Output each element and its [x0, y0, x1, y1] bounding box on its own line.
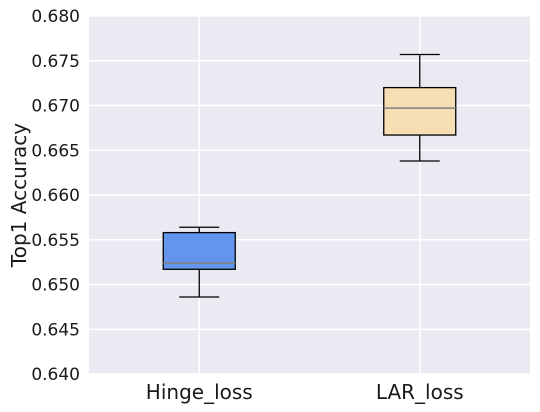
y-tick-label: 0.660 — [31, 186, 80, 206]
y-tick-label: 0.680 — [31, 7, 80, 27]
y-tick-label: 0.675 — [31, 52, 80, 72]
iqr-box — [162, 231, 236, 270]
box-series — [162, 53, 457, 298]
iqr-box — [383, 86, 457, 136]
y-tick-label: 0.655 — [31, 231, 80, 251]
x-axis-category-labels: Hinge_loss LAR_loss — [146, 380, 464, 404]
x-category-label: LAR_loss — [376, 380, 464, 404]
y-tick-label: 0.650 — [31, 276, 80, 296]
box-hinge-loss — [162, 226, 236, 298]
y-tick-label: 0.640 — [31, 365, 80, 385]
grid-lines — [89, 15, 530, 375]
x-category-label: Hinge_loss — [146, 380, 253, 404]
box-lar-loss — [383, 53, 457, 162]
y-tick-label: 0.670 — [31, 97, 80, 117]
y-axis-title: Top1 Accuracy — [7, 123, 31, 268]
y-axis-tick-labels: 0.640 0.645 0.650 0.655 0.660 0.665 0.670 0.675… — [31, 7, 80, 385]
y-tick-label: 0.665 — [31, 141, 80, 161]
y-tick-label: 0.645 — [31, 320, 80, 340]
